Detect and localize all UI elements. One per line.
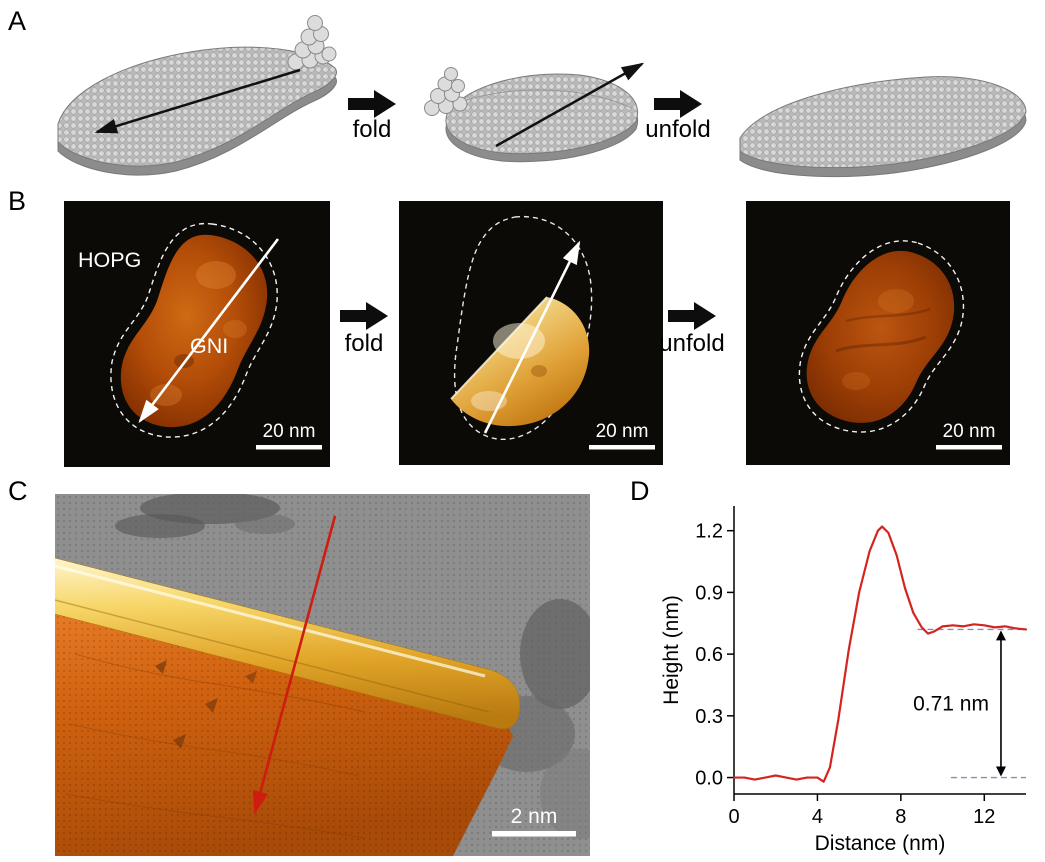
scale-bar	[936, 445, 1002, 450]
fold-arrow-icon	[348, 90, 396, 118]
y-tick-label: 0.9	[695, 582, 723, 604]
unfold-arrow-label-a: unfold	[645, 116, 711, 143]
moire-row	[74, 653, 366, 713]
y-tick-label: 0.0	[695, 768, 723, 790]
panel-a-label: A	[8, 6, 27, 36]
surface-defect	[115, 514, 205, 538]
schematic-initial-flake	[57, 15, 337, 176]
moire-row	[64, 793, 366, 839]
measurement-arrowhead-top	[995, 630, 1006, 641]
defect-pit	[155, 660, 167, 674]
schematic-folded-flake	[424, 62, 645, 163]
tip-cluster-icon	[287, 15, 337, 71]
moire-row	[68, 723, 360, 777]
island-highlight	[196, 261, 236, 289]
line-profile-arrow-icon	[252, 515, 337, 815]
tip-cluster-icon	[424, 67, 468, 116]
fold-arrow-label-a: fold	[352, 116, 392, 143]
ridge-shadow	[55, 599, 490, 713]
stm-image-atomic-resolution: 2 nm	[55, 494, 590, 856]
fold-arrow-label-b: fold	[344, 330, 384, 357]
island-outline-dashed	[110, 223, 278, 438]
stm-image-unfolded: 20 nm	[746, 201, 1010, 465]
y-tick-label: 0.3	[695, 706, 723, 728]
island-label: GNI	[190, 334, 228, 358]
unfold-axis-arrow-icon	[483, 240, 581, 434]
overlayer-moire-texture	[55, 606, 513, 856]
unfold-arrow-label-b: unfold	[659, 330, 725, 357]
gni-island	[120, 234, 268, 428]
defect-pit	[205, 698, 218, 713]
flake-top-face	[739, 76, 1027, 169]
unfold-axis-arrow-icon	[495, 62, 645, 148]
x-tick-label: 0	[728, 806, 739, 828]
surface-defect	[235, 514, 295, 534]
island-wrinkle	[835, 335, 927, 353]
defect-pit	[173, 734, 186, 749]
x-tick-label: 8	[895, 806, 906, 828]
island-highlight	[842, 372, 870, 390]
island-wrinkle	[845, 307, 931, 323]
scale-bar	[589, 445, 655, 450]
stm-image-initial: HOPG GNI 20 nm	[64, 201, 330, 467]
scale-bar-label: 20 nm	[596, 421, 649, 442]
fold-axis-arrow-icon	[94, 68, 301, 134]
folded-edge-ridge	[55, 557, 521, 729]
unfold-arrow-icon	[668, 302, 716, 330]
fold-axis-arrow-icon	[138, 238, 280, 424]
surface-defect	[540, 749, 590, 839]
panel-c-label: C	[8, 476, 28, 506]
y-tick-label: 1.2	[695, 521, 723, 543]
scale-bar	[256, 445, 322, 450]
island-highlight	[493, 323, 545, 359]
height-profile-curve	[732, 525, 1028, 783]
unfold-arrow-icon	[654, 90, 702, 118]
scale-bar-label: 20 nm	[263, 421, 316, 442]
measured-height-label: 0.71 nm	[913, 692, 989, 715]
panel-b-label: B	[8, 186, 27, 216]
scale-bar-label: 20 nm	[943, 421, 996, 442]
fold-crease-line	[459, 89, 633, 109]
island-shadow	[531, 365, 547, 377]
panel-d-label: D	[630, 476, 650, 506]
substrate-label: HOPG	[78, 248, 141, 272]
fold-arrow-icon	[340, 302, 388, 330]
defect-pit	[245, 671, 257, 684]
measurement-arrowhead-bottom	[995, 766, 1006, 777]
island-highlight	[223, 320, 247, 338]
x-axis-title: Distance (nm)	[815, 832, 946, 855]
height-profile-chart: 0 4 8 12 0.0 0.3 0.6 0.9 1.2 Distance (nm) Height …	[660, 506, 1028, 855]
x-tick-label: 4	[812, 806, 823, 828]
island-outline-dashed	[798, 240, 965, 433]
y-axis-title: Height (nm)	[660, 595, 683, 705]
original-outline-dashed	[453, 215, 593, 440]
stm-image-folded: 20 nm	[399, 201, 663, 465]
island-highlight	[878, 289, 914, 313]
y-tick-label: 0.6	[695, 644, 723, 666]
scale-bar-label: 2 nm	[511, 805, 558, 828]
flake-top-face	[57, 46, 337, 167]
x-tick-label: 12	[973, 806, 995, 828]
surface-defect	[520, 599, 590, 709]
ridge-highlight	[55, 564, 486, 678]
schematic-unfolded-flake	[739, 76, 1027, 178]
gni-island	[806, 250, 955, 423]
scale-bar	[492, 831, 576, 837]
